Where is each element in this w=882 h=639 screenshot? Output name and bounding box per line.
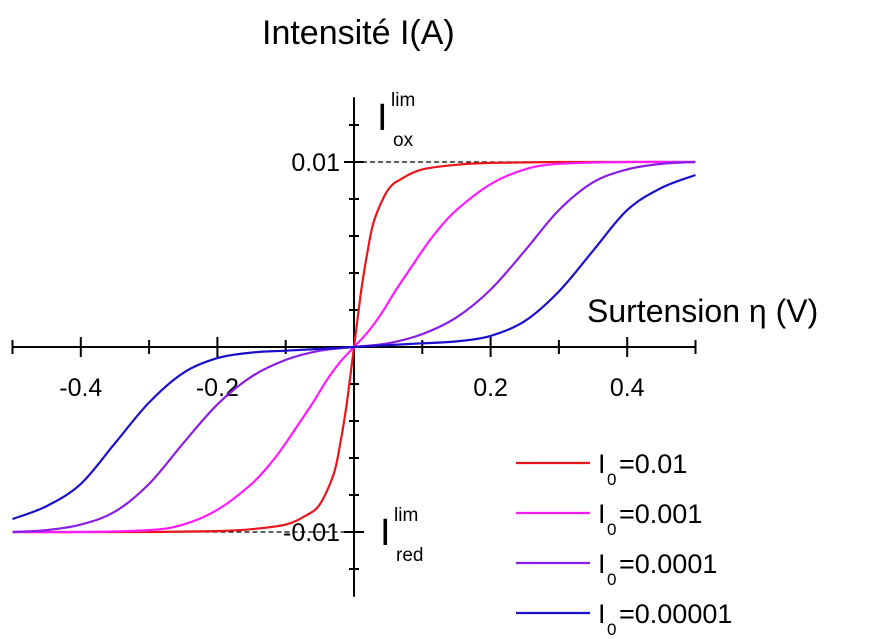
legend-item: I0=0.00001 [516,599,732,639]
series-lines [12,160,696,534]
legend-label-sub: 0 [607,520,616,539]
ox-limit-label-base: I [377,97,388,139]
tick-labels: -0.4 -0.2 0.2 0.4 0.01 -0.01 [59,149,644,547]
legend-item: I0=0.0001 [516,549,717,589]
legend-label-sub: 0 [607,470,616,489]
red-limit-label-base: I [380,512,391,554]
legend-label-sub: 0 [607,620,616,639]
series-line-3 [12,173,696,521]
legend-label-value: =0.0001 [619,549,717,579]
legend-label-base: I [598,449,606,479]
red-limit-label-sub: red [396,545,423,566]
x-tick-label: 0.2 [473,374,508,402]
x-axis-label: Surtension η (V) [587,293,818,329]
y-tick-label: 0.01 [291,149,340,177]
legend-label-value: =0.00001 [619,599,732,629]
legend-label-base: I [598,599,606,629]
chart-title: Intensité I(A) [262,14,455,52]
y-tick-label: -0.01 [283,519,340,547]
ox-limit-label-sup: lim [391,90,415,111]
x-tick-label: -0.4 [59,374,102,402]
ox-limit-label-sub: ox [393,130,414,151]
legend-label-base: I [598,499,606,529]
legend-label-value: =0.001 [619,499,702,529]
legend-label-base: I [598,549,606,579]
legend-label-value: =0.01 [619,449,687,479]
x-tick-label: -0.2 [196,374,239,402]
x-tick-label: 0.4 [610,374,645,402]
legend-label-sub: 0 [607,570,616,589]
red-limit-label-sup: lim [394,505,418,526]
legend-item: I0=0.01 [516,449,687,489]
legend-item: I0=0.001 [516,499,702,539]
